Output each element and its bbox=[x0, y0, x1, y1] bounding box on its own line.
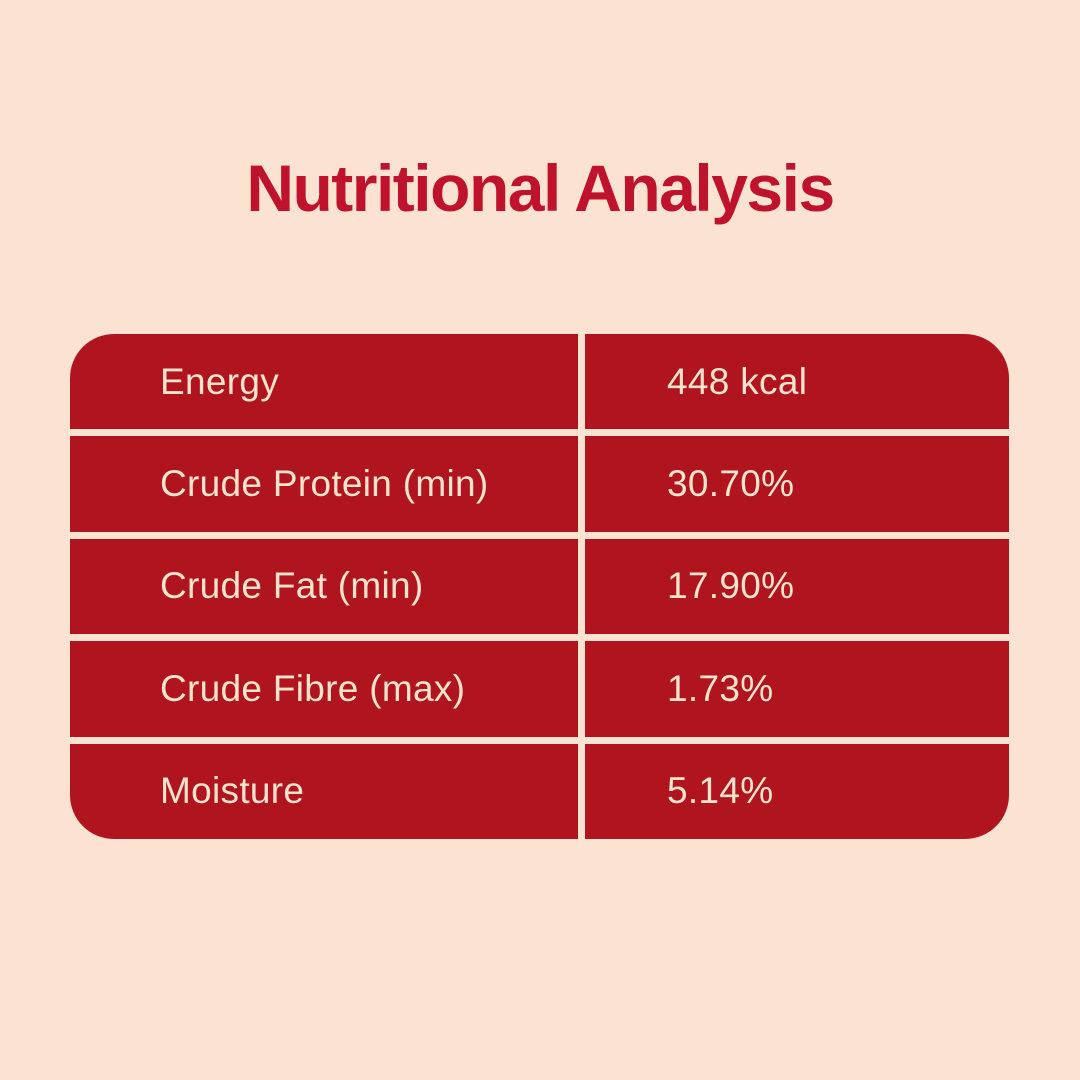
table-row-value-crude-fat: 17.90% bbox=[585, 538, 1009, 635]
table-row-label-crude-fat: Crude Fat (min) bbox=[70, 538, 578, 635]
table-row-label-moisture: Moisture bbox=[70, 743, 578, 839]
table-row-value-energy: 448 kcal bbox=[585, 334, 1009, 430]
table-row-value-crude-fibre: 1.73% bbox=[585, 641, 1009, 737]
table-row-label-crude-protein: Crude Protein (min) bbox=[70, 436, 578, 532]
table-row-label-energy: Energy bbox=[70, 334, 578, 430]
table-row-value-crude-protein: 30.70% bbox=[585, 436, 1009, 532]
table-row-value-moisture: 5.14% bbox=[585, 743, 1009, 839]
page-title: Nutritional Analysis bbox=[246, 151, 835, 225]
table-row-label-crude-fibre: Crude Fibre (max) bbox=[70, 641, 578, 737]
nutrition-table: Energy 448 kcal Crude Protein (min) 30.7… bbox=[70, 334, 1009, 839]
